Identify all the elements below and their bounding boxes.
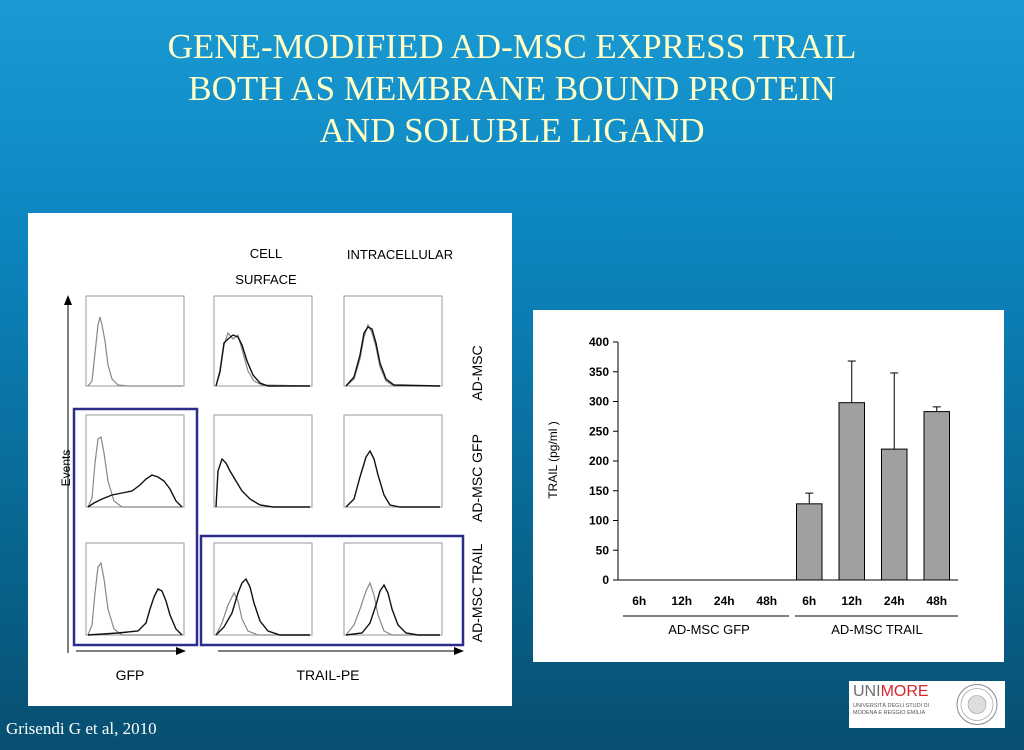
flow-cytometry-figure: CELL SURFACE INTRACELLULAR AD-MSC AD-MSC… [28, 213, 512, 706]
university-seal-icon [956, 684, 998, 725]
x-tick-label: 6h [802, 594, 816, 608]
y-tick-label: 300 [589, 395, 609, 409]
col-header-cell: CELL [250, 246, 283, 261]
gfp-label: GFP [116, 667, 145, 683]
logo-subtitle: UNIVERSITÀ DEGLI STUDI DI MODENA E REGGI… [853, 703, 930, 716]
y-tick-label: 250 [589, 424, 609, 438]
logo-more: MORE [880, 683, 929, 700]
bar [881, 448, 908, 581]
y-tick-label: 150 [589, 484, 609, 498]
bar [923, 411, 950, 581]
events-label: Events [59, 450, 73, 487]
histogram-r1-c1 [85, 295, 185, 387]
bar [796, 503, 823, 581]
x-tick-label: 6h [632, 594, 646, 608]
row-label-ad-msc: AD-MSC [469, 345, 485, 400]
col-header-surface: SURFACE [235, 272, 297, 287]
x-tick-label: 12h [841, 594, 862, 608]
histogram-r3-c2 [213, 542, 313, 636]
slide-title: GENE-MODIFIED AD-MSC EXPRESS TRAIL BOTH … [0, 26, 1024, 152]
y-tick-label: 50 [596, 543, 610, 557]
histogram-r1-c2 [213, 295, 313, 387]
trail-axis-arrow [454, 647, 464, 655]
x-tick-label: 24h [714, 594, 735, 608]
flow-cytometry-svg: CELL SURFACE INTRACELLULAR AD-MSC AD-MSC… [59, 246, 485, 683]
group-label-trail: AD-MSC TRAIL [831, 622, 923, 637]
title-line-2: BOTH AS MEMBRANE BOUND PROTEIN [188, 69, 836, 108]
y-tick-label: 400 [589, 335, 609, 349]
y-tick-label: 0 [602, 573, 609, 587]
histogram-r3-c1 [85, 542, 185, 636]
x-tick-label: 48h [926, 594, 947, 608]
y-ticks: 400 350 300 250 200 150 100 50 0 [589, 335, 618, 587]
histogram-r2-c3 [343, 414, 443, 508]
title-line-3: AND SOLUBLE LIGAND [319, 111, 705, 150]
y-tick-label: 350 [589, 365, 609, 379]
unimore-logo: UNIMORE UNIVERSITÀ DEGLI STUDI DI MODENA… [849, 681, 1005, 728]
events-axis-arrow [64, 295, 72, 305]
trail-highlight-box [199, 534, 465, 647]
trail-pe-label: TRAIL-PE [296, 667, 359, 683]
x-tick-label: 12h [671, 594, 692, 608]
histogram-r2-c1 [85, 414, 185, 508]
row-label-ad-msc-trail: AD-MSC TRAIL [469, 544, 485, 643]
col-header-intracellular: INTRACELLULAR [347, 247, 453, 262]
x-ticks: 6h 12h 24h 48h 6h 12h 24h 48h [632, 594, 947, 608]
histogram-r2-c2 [213, 414, 313, 508]
gfp-highlight-box [72, 407, 199, 647]
title-line-1: GENE-MODIFIED AD-MSC EXPRESS TRAIL [167, 27, 857, 66]
y-axis-label: TRAIL (pg/ml ) [546, 421, 560, 499]
gfp-axis-arrow [176, 647, 186, 655]
logo-wordmark: UNIMORE [853, 683, 929, 701]
trail-bar-chart: TRAIL (pg/ml ) 400 350 300 250 200 150 100 50 0 … [533, 310, 1004, 662]
histogram-r1-c3 [343, 295, 443, 387]
x-tick-label: 24h [884, 594, 905, 608]
group-label-gfp: AD-MSC GFP [668, 622, 750, 637]
bar-chart-svg: TRAIL (pg/ml ) 400350300250200150100500 … [546, 335, 958, 637]
histogram-r3-c3 [343, 542, 443, 636]
y-tick-label: 100 [589, 514, 609, 528]
y-tick-label: 200 [589, 454, 609, 468]
x-tick-label: 48h [756, 594, 777, 608]
bar [838, 402, 865, 581]
citation: Grisendi G et al, 2010 [6, 719, 157, 738]
bars [796, 360, 950, 581]
row-label-ad-msc-gfp: AD-MSC GFP [469, 434, 485, 522]
logo-uni: UNI [853, 683, 881, 700]
